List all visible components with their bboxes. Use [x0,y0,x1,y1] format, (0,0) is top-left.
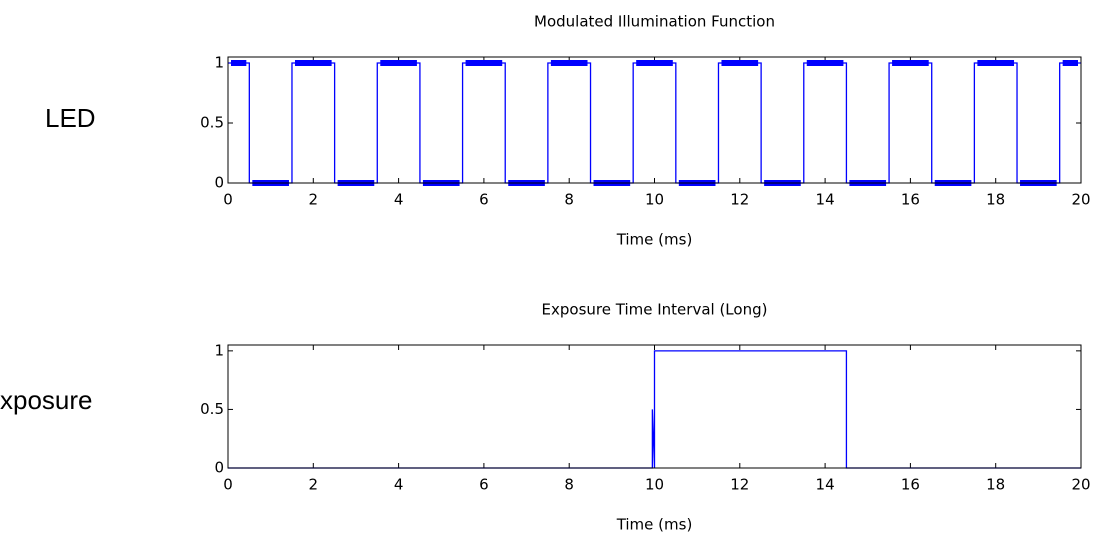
chart-title: Exposure Time Interval (Long) [542,301,768,319]
x-tick-label: 20 [1071,476,1090,494]
x-tick-label: 16 [901,191,920,209]
plot-frame [227,56,1082,184]
side-label: xposure [0,385,93,415]
line [228,62,1081,184]
y-tick-label: 0 [214,174,224,192]
x-tick-label: 12 [730,191,749,209]
x-tick-label: 2 [309,476,319,494]
x-tick-label: 10 [645,191,664,209]
x-tick-label: 12 [730,476,749,494]
x-tick-label: 14 [816,191,835,209]
side-label: LED [45,103,96,133]
y-tick-label: 1 [214,54,224,72]
plot-frame [227,344,1082,469]
x-axis-label: Time (ms) [616,516,693,534]
x-tick-label: 0 [223,476,233,494]
x-axis-label: Time (ms) [616,231,693,249]
x-tick-label: 4 [394,191,404,209]
x-tick-label: 10 [645,476,664,494]
x-tick-label: 0 [223,191,233,209]
x-tick-label: 6 [479,191,489,209]
x-tick-label: 8 [564,191,574,209]
line [228,350,1081,469]
x-tick-label: 6 [479,476,489,494]
y-tick-label: 0.5 [200,114,224,132]
y-tick-label: 0.5 [200,400,224,418]
x-tick-label: 18 [986,476,1005,494]
x-tick-label: 20 [1071,191,1090,209]
y-tick-label: 1 [214,341,224,359]
chart-title: Modulated Illumination Function [534,13,775,31]
x-tick-label: 16 [901,476,920,494]
y-tick-label: 0 [214,459,224,477]
x-tick-label: 2 [309,191,319,209]
x-tick-label: 18 [986,191,1005,209]
x-tick-label: 4 [394,476,404,494]
x-tick-label: 8 [564,476,574,494]
x-tick-label: 14 [816,476,835,494]
